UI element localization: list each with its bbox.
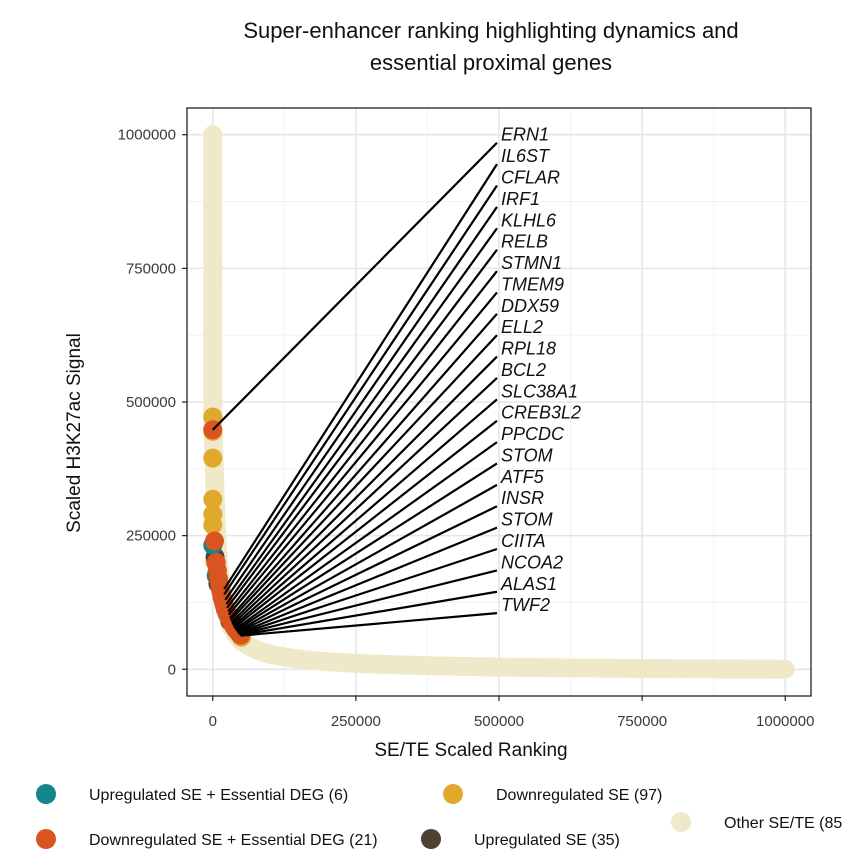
gene-label-line (223, 163, 498, 590)
gene-label-line (229, 334, 498, 621)
gene-label-lines (211, 141, 498, 637)
legend-label: Downregulated SE (97) (496, 787, 662, 804)
gene-label-line (238, 547, 498, 636)
point-downregulated-se (203, 448, 223, 468)
gene-label: STOM (501, 510, 553, 530)
point-downregulated-se-essential-deg (204, 531, 224, 551)
gene-label-line (225, 227, 498, 605)
gene-label-line (237, 526, 498, 635)
x-tick-label: 500000 (474, 713, 524, 730)
gene-label: DDX59 (501, 296, 559, 316)
x-tick-label: 0 (209, 713, 217, 730)
x-tick-label: 250000 (331, 713, 381, 730)
gene-label: ELL2 (501, 317, 543, 337)
axis-ticks: 0 250000 500000 750000 1000000 0 250000 500000 7… (118, 127, 815, 730)
gene-label: TWF2 (501, 595, 550, 615)
legend-label: Other SE/TE (85 (724, 815, 842, 832)
legend-swatch-down_essential (36, 829, 56, 849)
gene-label: PPCDC (501, 424, 565, 444)
gene-label-line (240, 590, 498, 637)
legend-swatch-up_se (421, 829, 441, 849)
gene-label: ERN1 (501, 125, 549, 145)
legend: Upregulated SE + Essential DEG (6) Downre… (36, 784, 842, 849)
y-tick-label: 500000 (126, 394, 176, 411)
point-downregulated-se (203, 489, 223, 509)
gene-label-line (240, 612, 498, 637)
legend-label: Downregulated SE + Essential DEG (21) (89, 832, 378, 849)
gene-label: ATF5 (500, 467, 545, 487)
gene-label-line (226, 248, 498, 609)
gene-label: CIITA (501, 531, 546, 551)
y-tick-label: 250000 (126, 528, 176, 545)
y-axis-title: Scaled H3K27ac Signal (64, 333, 85, 533)
gene-label-line (230, 355, 498, 624)
gene-label-line (223, 184, 498, 596)
gene-label: STMN1 (501, 253, 562, 273)
gene-label-line (236, 483, 498, 633)
x-tick-label: 1000000 (756, 713, 814, 730)
legend-swatch-down_se (443, 784, 463, 804)
gene-label: INSR (501, 488, 544, 508)
gene-label: ALAS1 (500, 574, 557, 594)
gene-label: STOM (501, 445, 553, 465)
legend-label: Upregulated SE + Essential DEG (6) (89, 787, 348, 804)
gene-label-line (235, 462, 498, 632)
gene-label: IRF1 (501, 189, 540, 209)
gene-label: TMEM9 (501, 274, 564, 294)
gene-label: RELB (501, 232, 548, 252)
legend-label: Upregulated SE (35) (474, 832, 620, 849)
gene-label-line (211, 141, 498, 431)
gene-label: CFLAR (501, 168, 560, 188)
y-tick-label: 750000 (126, 260, 176, 277)
x-axis-title: SE/TE Scaled Ranking (374, 740, 567, 761)
gene-label-line (239, 569, 498, 636)
point-other-se-te (775, 659, 795, 679)
y-tick-label: 1000000 (118, 127, 176, 144)
gene-label-line (227, 270, 498, 613)
gene-label-line (233, 419, 498, 629)
gene-label-texts: ERN1IL6STCFLARIRF1KLHL6RELBSTMN1TMEM9DDX… (500, 125, 581, 615)
legend-swatch-other (671, 812, 691, 832)
gene-label: NCOA2 (501, 552, 563, 572)
gene-label-line (231, 377, 498, 626)
legend-swatch-up_essential (36, 784, 56, 804)
chart-title-line-2: essential proximal genes (370, 50, 612, 75)
gene-label-line (234, 441, 498, 631)
y-tick-label: 0 (168, 661, 176, 678)
x-tick-label: 750000 (617, 713, 667, 730)
gene-label: KLHL6 (501, 210, 557, 230)
gene-label-line (227, 291, 498, 616)
gene-label: BCL2 (501, 360, 546, 380)
gene-label-line (229, 313, 498, 619)
point-downregulated-se (203, 515, 223, 535)
gene-label-line (236, 505, 498, 634)
gene-label: CREB3L2 (501, 403, 581, 423)
gene-label-line (232, 398, 498, 627)
gene-label-line (224, 206, 498, 601)
gene-label: SLC38A1 (501, 381, 578, 401)
gene-label: IL6ST (501, 146, 551, 166)
chart-title-line-1: Super-enhancer ranking highlighting dyna… (243, 18, 738, 43)
gene-label: RPL18 (501, 339, 556, 359)
